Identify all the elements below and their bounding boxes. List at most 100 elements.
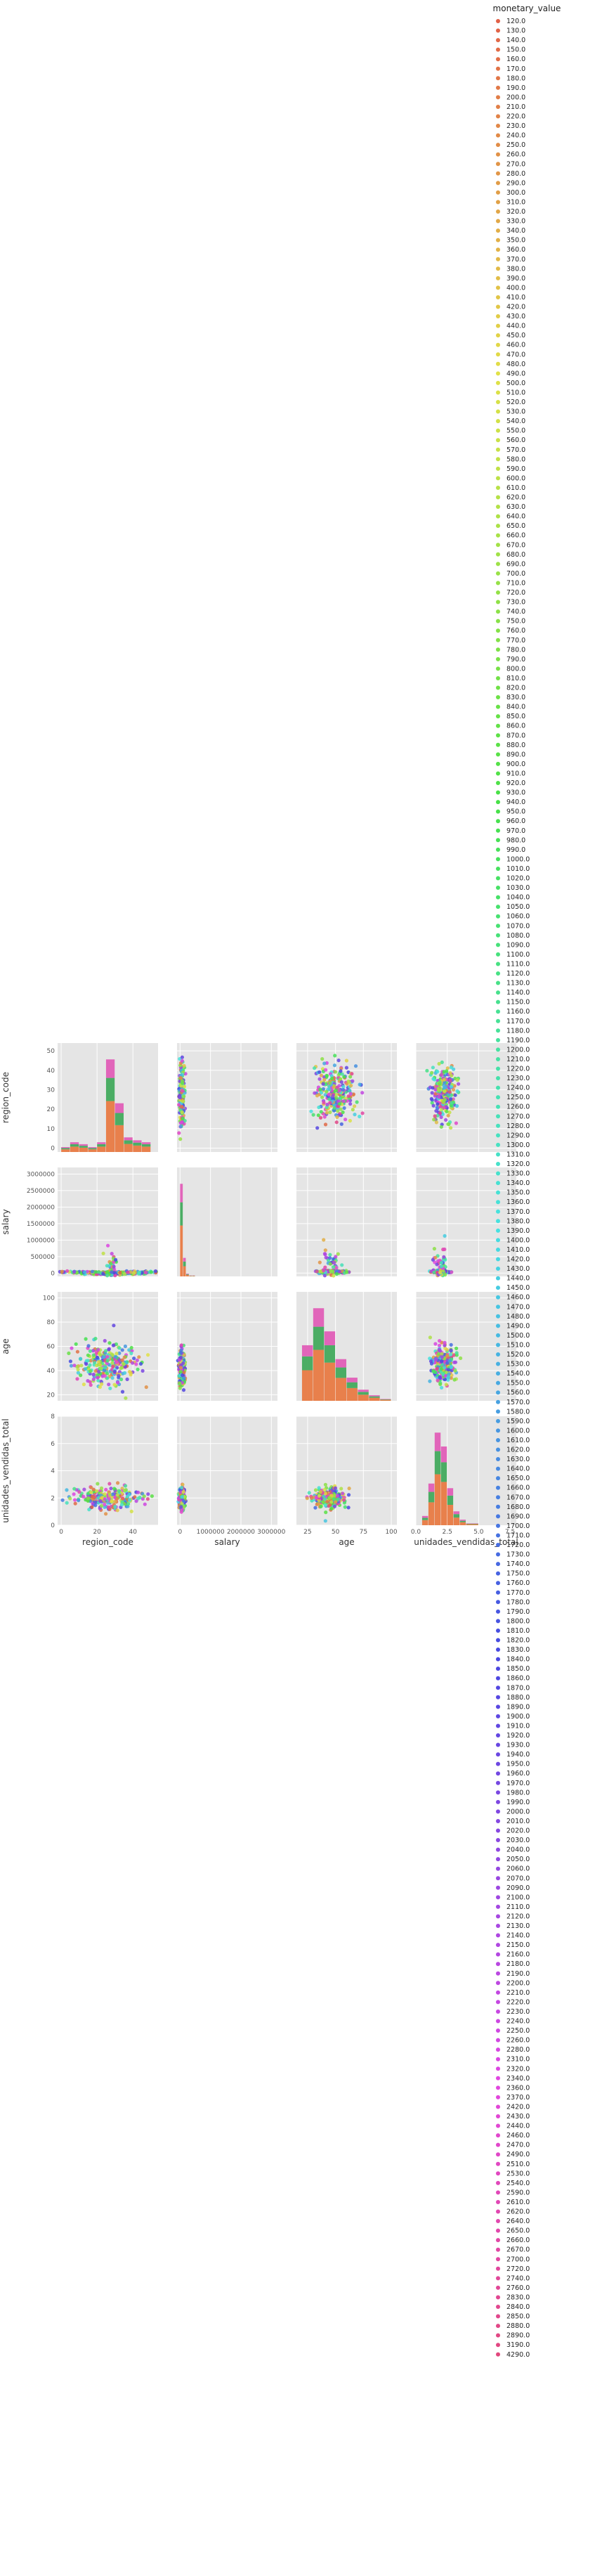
scatter-point bbox=[442, 1255, 446, 1259]
legend-entry: 1770.0 bbox=[496, 1589, 530, 1597]
legend-marker bbox=[496, 285, 500, 290]
legend-entry: 2640.0 bbox=[496, 2218, 530, 2225]
panel-background bbox=[177, 1167, 277, 1276]
scatter-point bbox=[122, 1371, 127, 1375]
legend-marker bbox=[496, 781, 500, 785]
scatter-point bbox=[437, 1088, 441, 1092]
scatter-point bbox=[124, 1396, 128, 1400]
legend-marker bbox=[496, 200, 500, 205]
scatter-point bbox=[72, 1364, 77, 1368]
legend-entry: 300.0 bbox=[496, 189, 525, 197]
scatter-point bbox=[113, 1274, 117, 1278]
scatter-point bbox=[115, 1366, 119, 1370]
legend-marker bbox=[496, 1695, 500, 1700]
scatter-point bbox=[178, 1381, 182, 1385]
legend-label: 300.0 bbox=[506, 189, 525, 197]
legend-entry: 1450.0 bbox=[496, 1284, 530, 1292]
legend-label: 2470.0 bbox=[506, 2142, 530, 2149]
scatter-point bbox=[327, 1081, 332, 1085]
legend-marker bbox=[496, 1037, 500, 1042]
legend-label: 1290.0 bbox=[506, 1132, 530, 1139]
hist-bar bbox=[142, 1142, 151, 1144]
scatter-point bbox=[449, 1348, 453, 1352]
legend-marker bbox=[496, 1342, 500, 1347]
legend-marker bbox=[496, 695, 500, 700]
legend-title: monetary_value bbox=[493, 4, 561, 13]
y-tick-label: 80 bbox=[47, 1319, 55, 1326]
scatter-point bbox=[101, 1271, 105, 1276]
legend-label: 2720.0 bbox=[506, 2265, 530, 2273]
hist-bar bbox=[97, 1144, 106, 1147]
legend-entry: 910.0 bbox=[496, 770, 525, 777]
panel-age-vs-unidades_vendidas_total bbox=[415, 1292, 516, 1401]
scatter-point bbox=[180, 1105, 184, 1109]
scatter-point bbox=[93, 1369, 98, 1373]
legend-marker bbox=[496, 1857, 500, 1862]
legend-entry: 490.0 bbox=[496, 370, 525, 377]
scatter-point bbox=[182, 1094, 186, 1099]
scatter-point bbox=[327, 1496, 332, 1500]
y-tick-label: 50 bbox=[47, 1048, 55, 1055]
legend-entry: 680.0 bbox=[496, 551, 525, 559]
legend-label: 790.0 bbox=[506, 656, 525, 664]
scatter-point bbox=[102, 1354, 106, 1359]
scatter-point bbox=[182, 1353, 186, 1357]
legend-entry: 2200.0 bbox=[496, 1979, 530, 1987]
scatter-point bbox=[323, 1519, 327, 1523]
hist-bar bbox=[440, 1462, 447, 1482]
legend-entry: 2530.0 bbox=[496, 2170, 530, 2177]
scatter-point bbox=[346, 1094, 351, 1099]
scatter-point bbox=[328, 1262, 332, 1266]
legend-entry: 1110.0 bbox=[496, 960, 530, 968]
y-tick-label: 0 bbox=[51, 1145, 55, 1152]
legend-entry: 1100.0 bbox=[496, 951, 530, 959]
legend-entry: 1020.0 bbox=[496, 875, 530, 883]
legend-label: 930.0 bbox=[506, 789, 525, 797]
scatter-point bbox=[72, 1492, 76, 1496]
legend-marker bbox=[496, 485, 500, 490]
legend-marker bbox=[496, 581, 500, 585]
scatter-point bbox=[435, 1262, 439, 1267]
legend-label: 130.0 bbox=[506, 27, 525, 35]
legend-marker bbox=[496, 933, 500, 938]
scatter-point bbox=[334, 1070, 338, 1074]
scatter-point bbox=[440, 1355, 445, 1359]
scatter-point bbox=[328, 1503, 332, 1507]
legend-entry: 1900.0 bbox=[496, 1713, 530, 1721]
legend-marker bbox=[496, 1276, 500, 1281]
legend-label: 1770.0 bbox=[506, 1589, 530, 1597]
x-tick-label: 20 bbox=[93, 1529, 101, 1536]
y-tick-label: 2000000 bbox=[27, 1204, 55, 1211]
legend-marker bbox=[496, 2047, 500, 2052]
scatter-point bbox=[153, 1269, 158, 1274]
hist-bar bbox=[183, 1261, 186, 1267]
legend-entry: 2280.0 bbox=[496, 2046, 530, 2054]
legend-entry: 2040.0 bbox=[496, 1846, 530, 1854]
hist-bar bbox=[133, 1140, 142, 1143]
legend-label: 1090.0 bbox=[506, 941, 530, 949]
legend-entry: 1010.0 bbox=[496, 865, 530, 873]
legend-marker bbox=[496, 342, 500, 347]
x-tick-label: 75 bbox=[360, 1529, 367, 1536]
scatter-point bbox=[453, 1093, 457, 1097]
legend-label: 1350.0 bbox=[506, 1189, 530, 1197]
legend-label: 1730.0 bbox=[506, 1551, 530, 1559]
hist-bar bbox=[70, 1144, 79, 1147]
legend-entry: 850.0 bbox=[496, 713, 525, 720]
scatter-point bbox=[89, 1485, 93, 1489]
legend-label: 2260.0 bbox=[506, 2037, 530, 2045]
legend-entry: 660.0 bbox=[496, 532, 525, 540]
scatter-point bbox=[181, 1361, 185, 1366]
scatter-point bbox=[105, 1359, 110, 1363]
scatter-point bbox=[60, 1269, 64, 1274]
legend-marker bbox=[496, 181, 500, 186]
scatter-point bbox=[342, 1075, 346, 1079]
scatter-point bbox=[440, 1385, 444, 1390]
scatter-point bbox=[319, 1073, 323, 1077]
scatter-point bbox=[101, 1251, 105, 1255]
legend-label: 2650.0 bbox=[506, 2227, 530, 2235]
legend-marker bbox=[496, 999, 500, 1004]
hist-bar bbox=[358, 1394, 369, 1401]
scatter-point bbox=[177, 1103, 181, 1107]
legend-label: 260.0 bbox=[506, 151, 525, 159]
